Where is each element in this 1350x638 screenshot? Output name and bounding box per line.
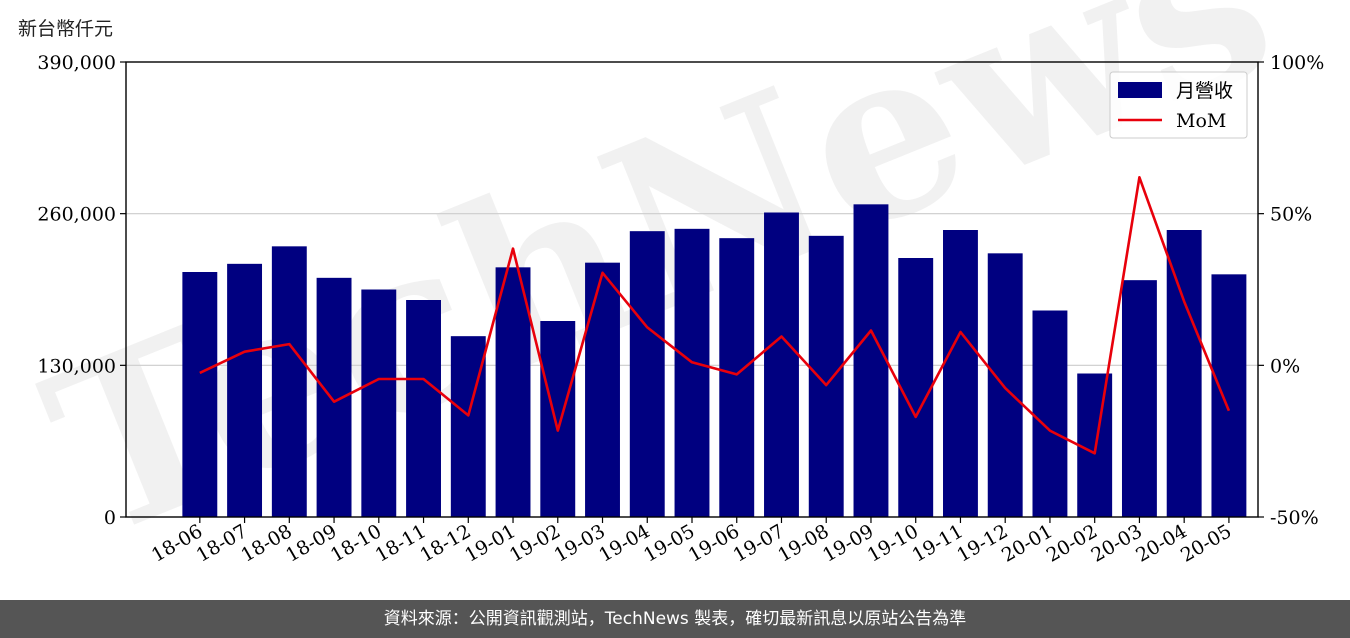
bar: [1121, 280, 1157, 517]
left-tick-label: 260,000: [37, 204, 116, 226]
legend-label-line: MoM: [1176, 110, 1226, 132]
x-tick-label: 20-02: [1043, 520, 1101, 566]
x-tick-label: 19-12: [953, 520, 1011, 566]
x-tick-label: 19-10: [864, 520, 922, 566]
x-tick-label: 19-02: [506, 520, 564, 566]
bar: [495, 267, 531, 517]
bar: [227, 263, 263, 517]
x-tick-label: 18-09: [282, 520, 340, 566]
bar: [853, 204, 889, 518]
line-series: [199, 176, 1231, 455]
bar: [674, 228, 710, 518]
x-tick-label: 19-11: [909, 520, 967, 566]
x-tick-label: 18-11: [372, 520, 430, 566]
x-tick-label: 19-07: [730, 520, 788, 566]
bar: [1032, 310, 1068, 517]
x-tick-label: 18-12: [416, 520, 474, 566]
right-tick-label: 50%: [1270, 204, 1312, 226]
bar: [316, 277, 352, 517]
right-tick-label: 100%: [1270, 52, 1324, 74]
x-tick-label: 20-01: [998, 520, 1056, 566]
x-tick-label: 18-10: [327, 520, 385, 566]
bar: [406, 300, 441, 517]
mom-line: [199, 176, 1231, 455]
right-tick-label: 0%: [1270, 355, 1300, 377]
x-tick-label: 19-05: [640, 520, 698, 566]
left-tick-label: 130,000: [37, 355, 116, 377]
x-tick-label: 19-08: [774, 520, 832, 566]
left-tick-label: 390,000: [37, 52, 116, 74]
source-footer: 資料來源：公開資訊觀測站，TechNews 製表，確切最新訊息以原站公告為準: [0, 600, 1350, 638]
x-tick-label: 20-04: [1132, 520, 1190, 566]
bar: [182, 272, 218, 517]
bar: [361, 289, 397, 517]
bar: [719, 238, 755, 517]
x-tick-label: 19-01: [461, 520, 519, 566]
right-tick-label: -50%: [1270, 507, 1319, 529]
left-tick-label: 0: [104, 507, 116, 529]
bar: [1166, 230, 1202, 517]
x-tick-label: 19-04: [595, 520, 653, 566]
x-tick-label: 19-09: [819, 520, 877, 566]
x-tick-label: 20-03: [1087, 520, 1145, 566]
bar: [764, 212, 799, 517]
x-tick-label: 19-06: [685, 520, 743, 566]
bar: [271, 246, 307, 518]
bar: [629, 231, 665, 517]
y-axis-unit-label: 新台幣仟元: [18, 18, 114, 40]
chart-area: 新台幣仟元 TechNews 0130,000260,000390,000-50…: [15, 0, 1324, 591]
bar: [450, 336, 486, 517]
bar: [987, 253, 1023, 518]
x-tick-label: 20-05: [1177, 520, 1235, 566]
legend-label-bar: 月營收: [1176, 80, 1233, 102]
bar: [540, 321, 576, 517]
bar: [943, 230, 978, 517]
bar: [898, 258, 934, 517]
bar: [808, 235, 844, 518]
legend: 月營收 MoM: [1109, 71, 1248, 139]
revenue-chart: TechNews 0130,000260,000390,000-50%0%50%…: [15, 0, 1324, 591]
x-tick-label: 19-03: [551, 520, 609, 566]
bar: [585, 262, 620, 517]
bar: [1211, 274, 1247, 517]
bar-series: [182, 204, 1247, 518]
legend-swatch-bar: [1118, 82, 1162, 98]
